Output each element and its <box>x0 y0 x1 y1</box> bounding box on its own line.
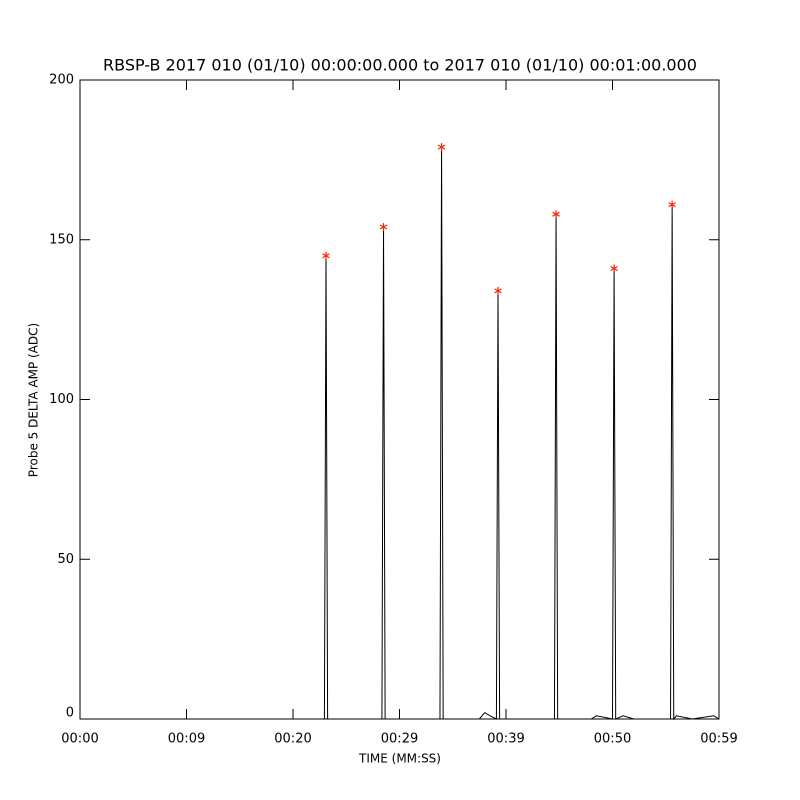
x-tick-label: 00:50 <box>594 732 631 747</box>
y-axis-label: Probe 5 DELTA AMP (ADC) <box>27 323 41 477</box>
x-tick-label: 00:59 <box>700 732 737 747</box>
data-line <box>80 147 720 721</box>
peak-marker <box>610 264 618 273</box>
chart-title: RBSP-B 2017 010 (01/10) 00:00:00.000 to … <box>103 56 697 75</box>
x-tick-label: 00:39 <box>487 732 524 747</box>
peak-marker <box>322 251 330 260</box>
peak-marker <box>494 286 502 295</box>
y-tick-label: 0 <box>66 706 74 721</box>
x-axis-label: TIME (MM:SS) <box>358 752 441 766</box>
peak-marker <box>379 222 388 231</box>
x-tick-label: 00:00 <box>61 732 98 747</box>
peak-marker <box>668 200 676 209</box>
y-tick-label: 50 <box>57 552 74 567</box>
x-tick-label: 00:20 <box>274 732 311 747</box>
x-tick-label: 00:09 <box>168 732 205 747</box>
x-tick-label: 00:29 <box>381 732 418 747</box>
y-tick-label: 200 <box>49 73 74 88</box>
peak-marker <box>552 210 560 219</box>
y-tick-label: 150 <box>49 232 74 247</box>
y-tick-label: 100 <box>49 392 74 407</box>
peak-marker <box>437 143 446 152</box>
